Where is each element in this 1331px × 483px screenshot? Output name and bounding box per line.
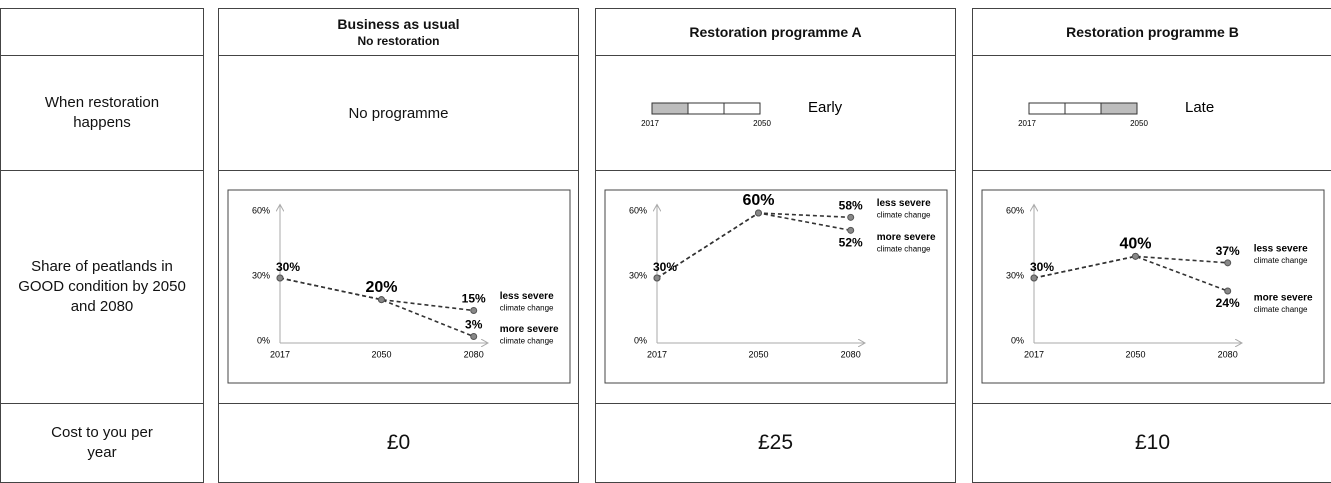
cost: £25 — [757, 431, 794, 454]
chart-frame — [227, 189, 571, 384]
value-label: 3% — [465, 318, 483, 332]
value-label: 37% — [1216, 244, 1240, 258]
y-tick-label: 0% — [1011, 335, 1024, 345]
timeline-start: 2017 — [641, 119, 659, 128]
data-point — [1131, 252, 1139, 260]
column-title: Restoration programme A — [689, 24, 862, 40]
data-point — [653, 274, 661, 282]
series-note: climate change — [1254, 305, 1308, 314]
series-note: climate change — [500, 337, 554, 346]
series-name: more severe — [500, 324, 559, 335]
data-point — [847, 213, 855, 221]
value-label: 24% — [1216, 296, 1240, 310]
series-note: climate change — [500, 304, 554, 313]
timeline-segment — [1064, 102, 1102, 115]
x-tick-label: 2050 — [748, 349, 768, 359]
x-tick-label: 2017 — [647, 349, 667, 359]
x-tick-label: 2080 — [841, 349, 861, 359]
timeline-segment — [651, 102, 689, 115]
timeline-segment — [1100, 102, 1138, 115]
x-tick-label: 2017 — [1024, 349, 1044, 359]
series-name: less severe — [877, 198, 931, 209]
series-line — [656, 212, 851, 279]
data-point — [377, 296, 385, 304]
series-note: climate change — [1254, 256, 1308, 265]
cost: £0 — [386, 431, 411, 454]
data-point — [470, 307, 478, 314]
series-line — [1033, 255, 1228, 279]
data-point — [276, 274, 284, 282]
x-tick-label: 2017 — [270, 349, 290, 359]
column-subtitle: No restoration — [357, 34, 440, 48]
timing-label: Late — [1185, 99, 1214, 116]
x-tick-label: 2050 — [371, 349, 391, 359]
value-label: 30% — [653, 260, 677, 274]
data-point — [754, 209, 762, 217]
series-note: climate change — [877, 210, 931, 219]
y-tick-label: 30% — [1006, 270, 1024, 280]
series-name: more severe — [877, 232, 936, 243]
cost: £10 — [1134, 431, 1171, 454]
value-label: 30% — [1030, 260, 1054, 274]
data-point — [1224, 287, 1232, 295]
chart-frame — [981, 189, 1325, 384]
y-tick-label: 30% — [252, 270, 270, 280]
series-name: less severe — [1254, 243, 1308, 254]
data-point — [847, 226, 855, 234]
series-line — [279, 277, 474, 338]
value-label: 15% — [462, 292, 486, 306]
series-line — [1033, 255, 1228, 292]
series-line — [656, 212, 851, 279]
y-tick-label: 60% — [252, 205, 270, 215]
timing-label: No programme — [348, 104, 449, 122]
x-tick-label: 2050 — [1125, 349, 1145, 359]
y-tick-label: 60% — [1006, 205, 1024, 215]
data-point — [470, 333, 478, 340]
y-tick-label: 30% — [629, 270, 647, 280]
value-label: 20% — [365, 279, 397, 296]
column-title: Restoration programme B — [1066, 24, 1239, 40]
timing-label: Early — [808, 99, 843, 116]
timeline-segment — [723, 102, 761, 115]
column-title: Business as usual — [337, 16, 460, 32]
timeline-start: 2017 — [1018, 119, 1036, 128]
y-tick-label: 0% — [257, 335, 270, 345]
value-label: 60% — [742, 192, 774, 209]
series-name: less severe — [500, 291, 554, 302]
chart-frame — [604, 189, 948, 384]
timeline-end: 2050 — [1130, 119, 1148, 128]
timeline-end: 2050 — [753, 119, 771, 128]
series-name: more severe — [1254, 293, 1313, 304]
y-tick-label: 60% — [629, 205, 647, 215]
data-point — [1224, 259, 1232, 267]
value-label: 58% — [839, 199, 863, 213]
value-label: 30% — [276, 260, 300, 274]
x-tick-label: 2080 — [1218, 349, 1238, 359]
value-label: 52% — [839, 236, 863, 250]
y-tick-label: 0% — [634, 335, 647, 345]
timeline-segment — [687, 102, 725, 115]
timeline-segment — [1028, 102, 1066, 115]
row-label: Share of peatlands in GOOD condition by … — [0, 170, 204, 404]
series-note: climate change — [877, 244, 931, 253]
x-tick-label: 2080 — [464, 349, 484, 359]
data-point — [1030, 274, 1038, 282]
value-label: 40% — [1119, 236, 1151, 253]
